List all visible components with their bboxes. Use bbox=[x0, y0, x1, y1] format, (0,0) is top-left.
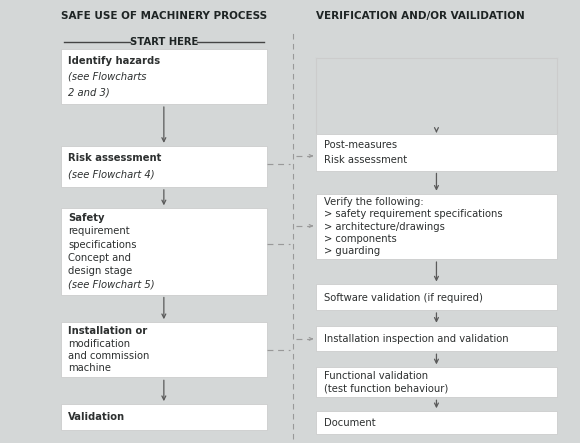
FancyBboxPatch shape bbox=[316, 284, 557, 310]
FancyBboxPatch shape bbox=[61, 146, 267, 187]
Text: Concept and: Concept and bbox=[68, 253, 132, 263]
Text: (test function behaviour): (test function behaviour) bbox=[324, 384, 448, 394]
Text: design stage: design stage bbox=[68, 266, 133, 276]
Text: Installation inspection and validation: Installation inspection and validation bbox=[324, 334, 508, 344]
Text: START HERE: START HERE bbox=[130, 37, 198, 47]
Text: modification: modification bbox=[68, 338, 130, 349]
Text: > safety requirement specifications: > safety requirement specifications bbox=[324, 210, 502, 219]
Text: Installation or: Installation or bbox=[68, 326, 148, 336]
Text: Post-measures: Post-measures bbox=[324, 140, 397, 150]
Text: VERIFICATION AND/OR VAILIDATION: VERIFICATION AND/OR VAILIDATION bbox=[316, 11, 525, 20]
FancyBboxPatch shape bbox=[316, 326, 557, 351]
Text: Risk assessment: Risk assessment bbox=[68, 153, 162, 163]
Text: Identify hazards: Identify hazards bbox=[68, 55, 161, 66]
Text: requirement: requirement bbox=[68, 226, 130, 237]
FancyBboxPatch shape bbox=[316, 411, 557, 434]
FancyBboxPatch shape bbox=[61, 322, 267, 377]
Text: Risk assessment: Risk assessment bbox=[324, 155, 407, 165]
Text: machine: machine bbox=[68, 363, 111, 373]
Text: > guarding: > guarding bbox=[324, 246, 380, 256]
Text: and commission: and commission bbox=[68, 351, 150, 361]
FancyBboxPatch shape bbox=[61, 208, 267, 295]
FancyBboxPatch shape bbox=[316, 194, 557, 259]
FancyBboxPatch shape bbox=[316, 134, 557, 171]
FancyBboxPatch shape bbox=[316, 367, 557, 397]
Text: (see Flowcharts: (see Flowcharts bbox=[68, 71, 147, 82]
Text: Verify the following:: Verify the following: bbox=[324, 197, 423, 207]
Text: (see Flowchart 5): (see Flowchart 5) bbox=[68, 280, 155, 290]
Text: Validation: Validation bbox=[68, 412, 125, 422]
Text: Document: Document bbox=[324, 418, 375, 428]
Text: Functional validation: Functional validation bbox=[324, 371, 428, 381]
FancyBboxPatch shape bbox=[61, 49, 267, 104]
FancyBboxPatch shape bbox=[61, 404, 267, 430]
Text: Safety: Safety bbox=[68, 213, 105, 223]
Text: (see Flowchart 4): (see Flowchart 4) bbox=[68, 170, 155, 179]
Text: SAFE USE OF MACHINERY PROCESS: SAFE USE OF MACHINERY PROCESS bbox=[61, 11, 267, 20]
Text: specifications: specifications bbox=[68, 240, 137, 250]
Text: Software validation (if required): Software validation (if required) bbox=[324, 293, 483, 303]
Text: > components: > components bbox=[324, 234, 396, 244]
Text: > architecture/drawings: > architecture/drawings bbox=[324, 222, 444, 232]
Text: 2 and 3): 2 and 3) bbox=[68, 87, 110, 97]
